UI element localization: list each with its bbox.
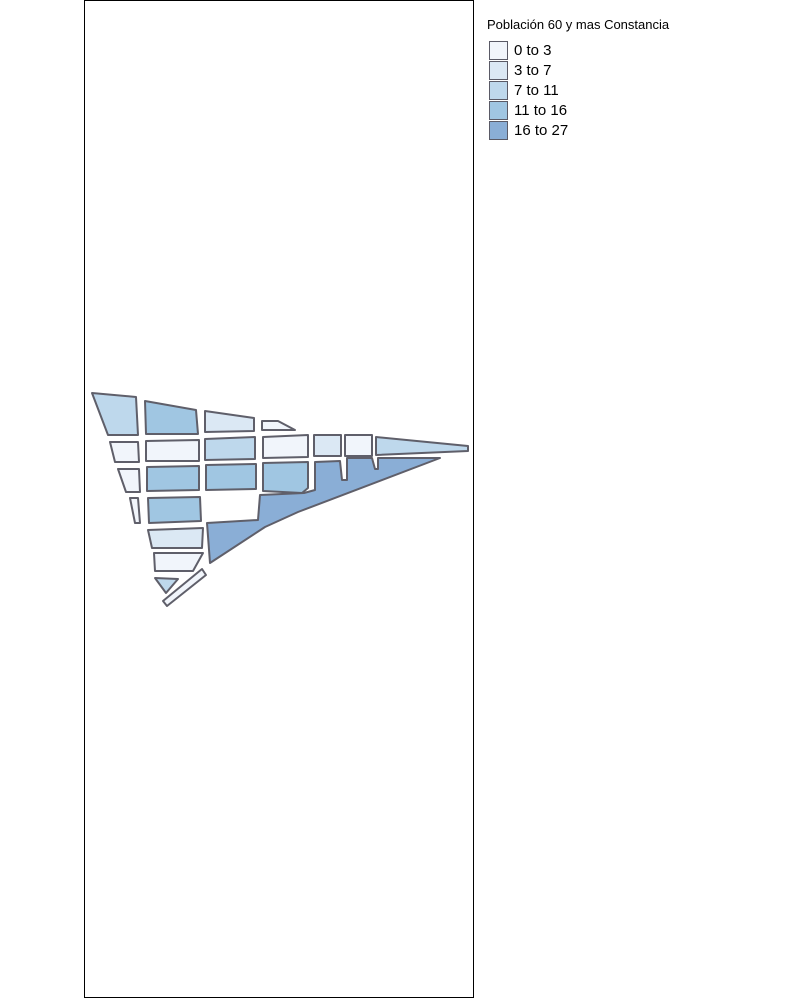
block-polygon[interactable] (206, 457, 441, 564)
legend: Población 60 y mas Constancia 0 to 3 3 t… (487, 17, 669, 140)
block-polygon[interactable] (204, 436, 256, 461)
block-polygon[interactable] (144, 400, 199, 435)
block-polygon[interactable] (262, 434, 309, 459)
block-polygon[interactable] (205, 463, 257, 491)
block-polygon[interactable] (162, 568, 207, 607)
block-polygon[interactable] (375, 436, 469, 456)
legend-swatch (489, 60, 508, 80)
block-polygon[interactable] (146, 465, 200, 492)
legend-label: 3 to 7 (514, 61, 552, 79)
legend-label: 0 to 3 (514, 41, 552, 59)
legend-title: Población 60 y mas Constancia (487, 17, 670, 32)
legend-swatch (489, 40, 508, 60)
block-polygon[interactable] (344, 434, 373, 457)
legend-item: 11 to 16 (487, 100, 669, 120)
block-polygon[interactable] (129, 497, 141, 524)
legend-label: 7 to 11 (514, 81, 559, 99)
legend-swatch (489, 80, 508, 100)
block-polygon[interactable] (261, 420, 296, 431)
block-polygon[interactable] (313, 434, 342, 457)
block-polygon[interactable] (204, 410, 255, 433)
legend-item: 16 to 27 (487, 120, 669, 140)
legend-item: 3 to 7 (487, 60, 669, 80)
block-polygon[interactable] (262, 461, 309, 494)
legend-label: 16 to 27 (514, 121, 569, 139)
legend-label: 11 to 16 (514, 101, 568, 119)
block-polygon[interactable] (91, 392, 139, 436)
block-polygon[interactable] (154, 577, 179, 594)
block-polygon[interactable] (153, 552, 204, 572)
legend-swatch (489, 100, 508, 120)
block-polygon[interactable] (109, 441, 140, 463)
legend-swatch (489, 120, 508, 140)
map-frame (84, 0, 474, 998)
block-polygon[interactable] (145, 439, 200, 462)
block-polygon[interactable] (147, 496, 202, 524)
legend-item: 7 to 11 (487, 80, 669, 100)
legend-item: 0 to 3 (487, 40, 669, 60)
block-polygon[interactable] (147, 527, 204, 549)
block-polygon[interactable] (117, 468, 141, 493)
